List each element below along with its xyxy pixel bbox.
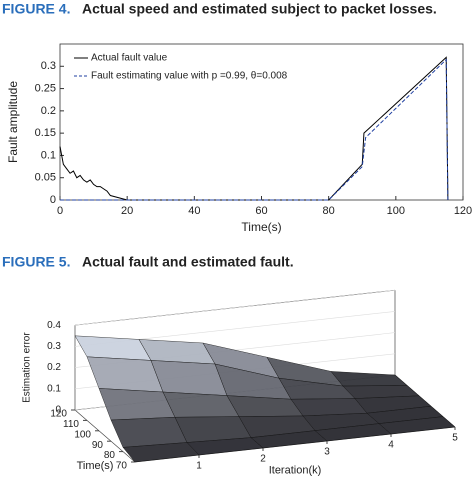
x-tick-label: 80 <box>323 205 335 217</box>
grid-line <box>74 289 396 326</box>
y-tick-label: 0.3 <box>41 60 56 72</box>
figure-title: Actual speed and estimated subject to pa… <box>82 1 437 17</box>
z-tick-label: 0.3 <box>47 341 61 352</box>
x-axis-label: Time(s) <box>241 220 281 234</box>
y-axis-label: Fault amplitude <box>6 81 20 163</box>
x-tick-label: 3 <box>324 447 330 458</box>
surface-patch <box>110 417 188 448</box>
axis-line <box>74 409 136 463</box>
y-tick-label: 70 <box>116 461 128 472</box>
y-axis-label: Time(s) <box>77 460 114 472</box>
z-axis-label: Estimation error <box>22 332 33 403</box>
z-tick-label: 0.4 <box>47 320 61 331</box>
y-tick-label: 100 <box>74 429 91 440</box>
y-tick-label: 90 <box>92 440 104 451</box>
x-tick-label: 120 <box>454 205 472 217</box>
y-tick-label: 0 <box>50 194 56 206</box>
figure-label: FIGURE 4. <box>2 1 70 17</box>
y-tick-label: 120 <box>50 409 67 420</box>
z-tick-label: 0 <box>55 405 61 416</box>
x-tick-label: 20 <box>121 205 133 217</box>
figure-title: Actual fault and estimated fault. <box>82 254 294 270</box>
x-tick-label: 0 <box>57 205 63 217</box>
figure-label: FIGURE 5. <box>2 254 70 270</box>
legend-label: Fault estimating value with p =0.99, θ=0… <box>91 71 288 82</box>
y-tick-label: 80 <box>104 450 116 461</box>
z-tick-label: 0.2 <box>47 362 61 373</box>
x-tick-label: 1 <box>196 461 202 472</box>
y-tick-label: 0.25 <box>35 82 56 94</box>
y-tick-label: 0.15 <box>35 127 56 139</box>
y-tick-label: 0.1 <box>41 149 56 161</box>
x-tick-label: 5 <box>452 433 458 444</box>
plot-frame <box>59 43 464 201</box>
y-tick-label: 0.2 <box>41 105 56 117</box>
y-tick-label: 110 <box>63 419 79 430</box>
x-tick-label: 100 <box>387 205 405 217</box>
surface-patch <box>378 416 456 435</box>
surface-patch <box>330 371 408 387</box>
x-tick-label: 4 <box>388 440 394 451</box>
x-axis-label: Iteration(k) <box>269 464 322 476</box>
surface-patch <box>290 398 368 417</box>
z-tick-label: 0.1 <box>47 383 61 394</box>
legend-label: Actual fault value <box>91 53 168 64</box>
y-tick-label: 0.05 <box>35 172 56 184</box>
x-tick-label: 2 <box>260 454 266 465</box>
x-tick-label: 40 <box>188 205 200 217</box>
x-tick-label: 60 <box>255 205 267 217</box>
